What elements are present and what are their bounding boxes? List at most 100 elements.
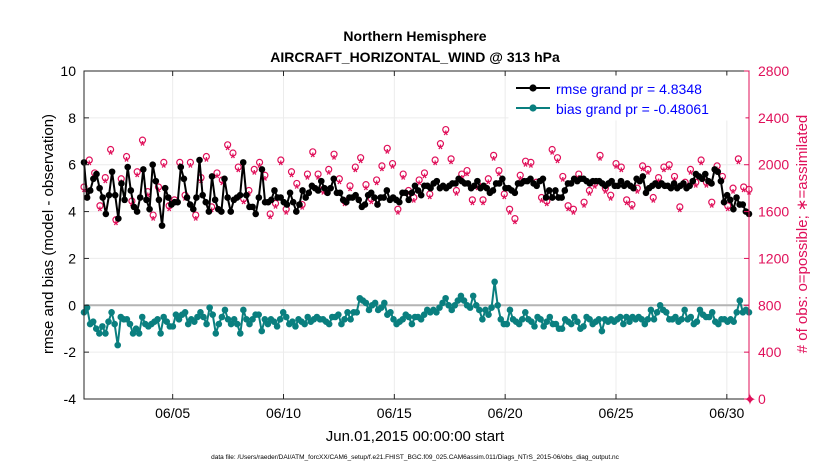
rmse-point [733,194,740,201]
bias-point [454,297,462,304]
rmse-point [636,177,644,185]
rmse-point [567,180,575,187]
obs-assimilated-marker: * [629,202,635,217]
obs-possible-marker [394,205,402,213]
bias-point [381,299,388,307]
bias-point [172,311,180,318]
rmse-point [193,194,200,201]
obs-possible-marker [138,136,147,144]
rmse-point [730,205,737,213]
bias-point [598,327,606,335]
rmse-point [367,189,375,197]
bias-point [273,323,281,330]
rmse-series [80,156,753,229]
obs-assimilated-marker: * [523,159,529,174]
rmse-point [183,194,191,201]
bias-point [586,316,593,323]
bias-point [258,327,266,335]
rmse-point [155,196,163,204]
bias-point [264,320,272,328]
bias-point [472,301,480,309]
bias-point [616,313,624,321]
obs-possible-marker [133,168,141,176]
obs-assimilated-marker: * [204,154,210,169]
bias-point [494,301,502,309]
obs-possible-marker [452,186,460,195]
rmse-point [161,184,169,192]
rmse-point [252,210,260,218]
obs-possible-marker [559,172,567,181]
rmse-point [152,177,160,185]
y-right-tick-label: 2800 [758,63,789,79]
rmse-point [227,208,235,215]
obs-possible-marker [623,196,631,204]
obs-assimilated-marker: * [209,205,215,220]
bias-point [623,313,630,321]
obs-possible-marker [436,140,445,148]
bias-point [194,313,201,321]
obs-assimilated-marker: * [406,188,412,203]
legend: rmse grand pr = 4.8348 bias grand pr = -… [508,75,746,121]
obs-assimilated-marker: * [268,212,274,227]
rmse-point [324,189,331,197]
y-left-tick-label: -4 [64,391,77,407]
y-left-tick-label: 4 [68,204,76,220]
obs-assimilated-marker: * [220,178,226,193]
rmse-point [124,163,132,171]
obs-assimilated-marker: * [379,164,385,179]
obs-assimilated-marker: * [587,188,593,203]
obs-possible-marker [458,170,466,178]
obs-assimilated-marker: * [188,160,194,175]
obs-assimilated-marker: * [560,174,566,189]
obs-possible-marker [638,162,647,170]
bias-point [687,313,695,321]
obs-assimilated-marker: * [326,167,332,182]
obs-possible-marker [553,154,562,162]
obs-assimilated-marker: * [108,147,114,162]
bias-point [215,320,223,328]
obs-possible-marker [224,141,232,149]
bias-point [249,316,256,323]
obs-assimilated-marker: * [135,169,141,184]
rmse-point [552,187,559,194]
rmse-point [499,175,506,183]
rmse-point [321,184,328,192]
rmse-point [411,182,419,190]
rmse-point [189,205,197,213]
obs-possible-marker [644,165,652,173]
rmse-point [115,215,122,222]
obs-assimilated-marker: * [480,198,486,213]
obs-assimilated-marker: * [385,146,391,161]
rmse-point [474,177,481,185]
obs-possible-marker [415,176,423,184]
obs-possible-marker [490,151,498,159]
bias-point [693,318,701,325]
bias-point [567,320,575,328]
obs-assimilated-marker: * [241,196,247,211]
legend-rmse-label: rmse grand pr = 4.8348 [556,81,702,97]
obs-possible-marker [314,170,322,178]
rmse-point [686,182,693,190]
bias-point [503,320,511,328]
bias-point [678,316,685,323]
rmse-point [140,166,147,173]
legend-bias-marker [529,104,537,112]
bias-point [442,294,449,302]
rmse-point [133,208,141,215]
obs-possible-marker [468,196,476,204]
rmse-point [258,166,266,173]
bias-point [344,309,351,316]
bias-point [111,320,118,328]
obs-possible-marker [399,170,407,178]
bias-point [276,316,284,323]
rmse-point [289,198,297,206]
rmse-point [396,198,403,206]
obs-assimilated-marker: * [704,180,710,195]
obs-assimilated-marker: * [433,158,439,173]
obs-possible-marker [697,156,705,164]
bias-point [108,309,115,316]
rmse-point [670,180,678,187]
bias-point [169,323,177,330]
obs-assimilated-marker: * [438,141,444,156]
obs-possible-marker [287,168,296,176]
